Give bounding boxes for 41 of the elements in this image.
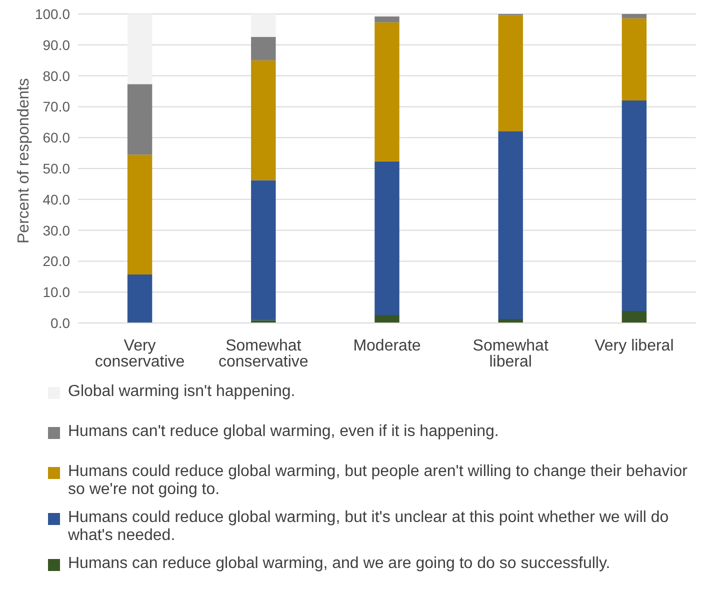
bar [622,310,647,323]
bar [127,274,152,323]
bar [374,161,400,315]
bar [127,84,152,155]
y-tick-label: 0.0 [50,314,70,331]
bar [251,180,276,320]
y-tick-label: 50.0 [42,160,70,176]
y-tick-label: 20.0 [42,253,70,270]
bar [374,22,400,162]
bar [622,100,647,311]
bar [374,16,400,22]
legend-label: Humans could reduce global warming, but people aren't willing to change their behavior so we're not going to. [68,463,688,499]
y-tick-label: 100.0 [34,6,70,22]
x-tick-label: Somewhat liberal [472,337,549,370]
bar [251,60,276,180]
y-axis-title: Percent of respondents [16,78,33,244]
bar [127,154,152,274]
legend-label: Humans could reduce global warming, but it's unclear at this point whether we will do what's needed. [68,509,670,545]
legend-label: Humans can't reduce global warming, even if it is happening. [68,423,499,441]
y-tick-label: 90.0 [42,36,70,53]
bar [622,18,647,101]
x-tick-label: Very conservative [94,337,185,370]
y-tick-label: 70.0 [42,98,70,115]
bar [251,320,276,323]
x-tick-label: Moderate [353,337,421,354]
legend-label: Humans can reduce global warming, and we are going to do so successfully. [68,555,610,573]
y-tick-label: 40.0 [42,191,70,208]
legend-label: Global warming isn't happening. [68,383,296,401]
y-tick-label: 30.0 [42,222,70,238]
y-tick-label: 10.0 [42,284,70,300]
bar [498,15,523,132]
x-tick-label: Somewhat conservative [218,337,308,370]
bar [251,14,276,37]
bar [622,14,647,18]
bar [251,36,276,60]
y-tick-label: 80.0 [42,68,70,84]
bar [374,314,400,323]
bar [498,131,523,319]
y-tick-label: 60.0 [42,130,70,146]
bar [127,14,152,84]
x-tick-label: Very liberal [594,337,674,354]
